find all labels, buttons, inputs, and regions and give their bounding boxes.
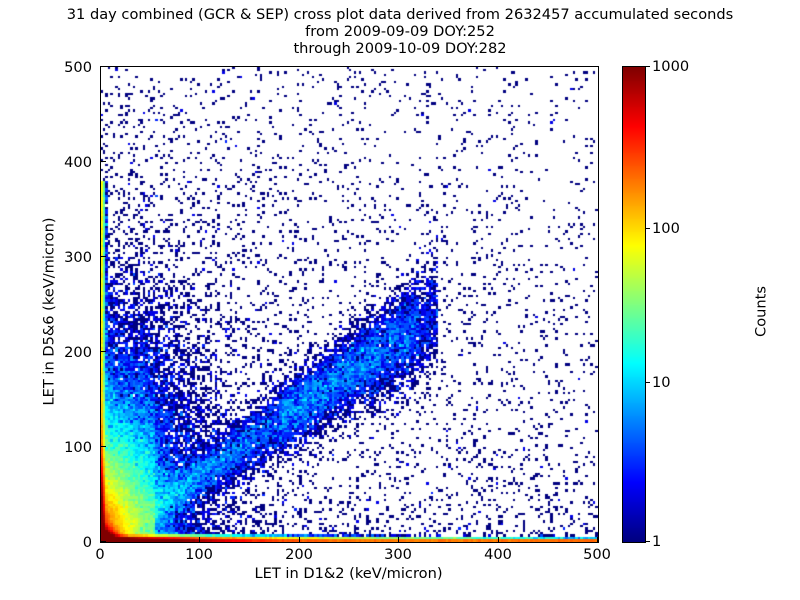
colorbar-gradient [623,67,645,542]
colorbar-label-1000: 1000 [652,58,690,75]
plot-area [100,66,599,543]
x-tick-500 [597,537,598,542]
x-ticklabel-100: 100 [185,546,213,563]
y-ticklabel-400: 400 [64,154,92,171]
x-tick-0 [100,537,101,542]
colorbar-title: Counts [752,286,770,337]
y-tick-0 [101,541,106,542]
x-tick-300 [398,537,399,542]
y-ticklabel-200: 200 [64,344,92,361]
y-ticklabel-300: 300 [64,249,92,266]
y-axis-label: LET in D5&6 (keV/micron) [40,217,58,406]
x-tick-400 [498,537,499,542]
title-line-3: through 2009-10-09 DOY:282 [293,40,507,57]
x-tick-200 [299,537,300,542]
colorbar [622,66,646,543]
x-tick-100 [199,537,200,542]
y-ticklabel-100: 100 [64,439,92,456]
x-axis-label: LET in D1&2 (keV/micron) [254,565,443,582]
colorbar-label-1: 1 [652,533,662,550]
chart-title: 31 day combined (GCR & SEP) cross plot d… [0,6,800,57]
colorbar-label-100: 100 [652,220,680,237]
y-tick-100 [101,446,106,447]
scatter-density-plot [101,67,598,542]
title-line-1: 31 day combined (GCR & SEP) cross plot d… [66,6,734,23]
x-ticklabel-200: 200 [285,546,313,563]
x-ticklabel-300: 300 [384,546,412,563]
x-ticklabel-0: 0 [95,546,105,563]
y-tick-200 [101,351,106,352]
y-tick-500 [101,66,106,67]
colorbar-tick-1000 [645,66,650,67]
colorbar-tick-100 [645,228,650,229]
colorbar-tick-1 [645,541,650,542]
colorbar-label-10: 10 [652,374,671,391]
title-line-2: from 2009-09-09 DOY:252 [305,23,495,40]
y-ticklabel-500: 500 [64,59,92,76]
x-ticklabel-400: 400 [484,546,512,563]
y-tick-300 [101,256,106,257]
y-tick-400 [101,161,106,162]
colorbar-tick-10 [645,382,650,383]
y-ticklabel-0: 0 [82,534,92,551]
x-ticklabel-500: 500 [583,546,611,563]
